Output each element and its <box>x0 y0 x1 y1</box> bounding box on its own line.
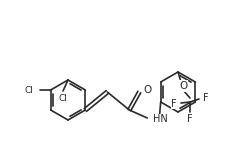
Text: Cl: Cl <box>59 93 67 102</box>
Text: Cl: Cl <box>25 85 34 94</box>
Text: F: F <box>203 93 209 103</box>
Text: HN: HN <box>153 114 168 124</box>
Text: F: F <box>187 114 193 124</box>
Text: O: O <box>179 81 187 91</box>
Text: O: O <box>143 85 152 95</box>
Text: F: F <box>171 99 177 109</box>
